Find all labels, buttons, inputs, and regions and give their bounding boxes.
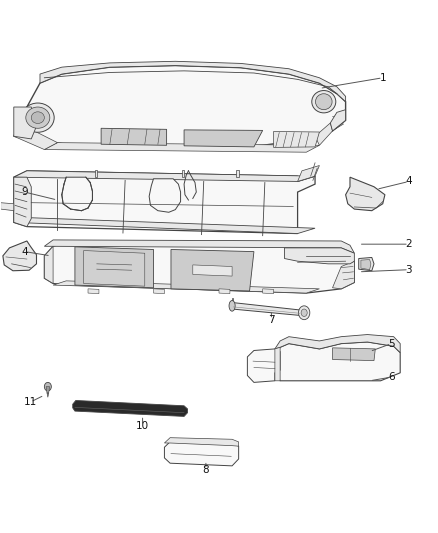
Polygon shape — [232, 303, 301, 316]
Polygon shape — [193, 265, 232, 276]
Ellipse shape — [21, 103, 54, 132]
Text: 1: 1 — [379, 73, 386, 83]
Polygon shape — [275, 348, 280, 381]
Polygon shape — [332, 348, 375, 361]
Polygon shape — [184, 130, 263, 147]
Polygon shape — [149, 179, 180, 212]
Polygon shape — [88, 289, 99, 294]
Polygon shape — [47, 393, 49, 397]
Circle shape — [301, 309, 307, 317]
Polygon shape — [164, 441, 239, 466]
Polygon shape — [44, 246, 53, 284]
Polygon shape — [274, 132, 319, 148]
Polygon shape — [84, 251, 145, 286]
Ellipse shape — [312, 91, 336, 113]
Polygon shape — [44, 240, 354, 253]
Ellipse shape — [315, 94, 332, 110]
Polygon shape — [101, 128, 166, 146]
Polygon shape — [1, 203, 14, 211]
Polygon shape — [46, 386, 49, 393]
Text: 4: 4 — [406, 176, 412, 187]
Ellipse shape — [26, 107, 50, 128]
Polygon shape — [332, 261, 354, 289]
Polygon shape — [346, 177, 385, 211]
Text: 4: 4 — [21, 247, 28, 256]
Polygon shape — [75, 247, 153, 288]
Polygon shape — [247, 349, 280, 382]
Polygon shape — [330, 110, 346, 131]
Polygon shape — [14, 127, 57, 150]
Polygon shape — [40, 61, 346, 102]
Polygon shape — [219, 289, 230, 294]
Polygon shape — [44, 143, 319, 152]
Polygon shape — [359, 257, 374, 271]
Polygon shape — [95, 169, 97, 177]
Polygon shape — [53, 281, 319, 293]
Text: 7: 7 — [268, 314, 275, 325]
Text: 2: 2 — [406, 239, 412, 249]
Polygon shape — [14, 171, 315, 181]
Circle shape — [298, 306, 310, 320]
Text: 11: 11 — [24, 397, 37, 407]
Polygon shape — [14, 171, 315, 233]
Polygon shape — [263, 289, 274, 294]
Polygon shape — [153, 289, 164, 294]
Polygon shape — [14, 107, 35, 139]
Polygon shape — [73, 400, 187, 416]
Polygon shape — [44, 241, 354, 293]
Ellipse shape — [229, 301, 235, 311]
Polygon shape — [315, 123, 332, 146]
Polygon shape — [62, 177, 92, 211]
Text: 3: 3 — [406, 265, 412, 274]
Polygon shape — [275, 335, 400, 353]
Polygon shape — [3, 241, 36, 271]
Polygon shape — [361, 260, 371, 270]
Polygon shape — [171, 249, 254, 291]
Polygon shape — [232, 298, 233, 303]
Polygon shape — [297, 165, 319, 181]
Text: 8: 8 — [203, 465, 209, 474]
Polygon shape — [182, 169, 184, 177]
Polygon shape — [14, 217, 315, 233]
Text: 9: 9 — [21, 187, 28, 197]
Text: 5: 5 — [388, 338, 395, 349]
Polygon shape — [237, 169, 239, 177]
Polygon shape — [14, 177, 31, 227]
Polygon shape — [275, 342, 400, 381]
Polygon shape — [285, 248, 354, 264]
Polygon shape — [14, 66, 346, 150]
Text: 10: 10 — [136, 421, 149, 431]
Polygon shape — [164, 438, 239, 446]
Ellipse shape — [31, 112, 44, 124]
Text: 6: 6 — [388, 372, 395, 382]
Circle shape — [44, 382, 51, 391]
